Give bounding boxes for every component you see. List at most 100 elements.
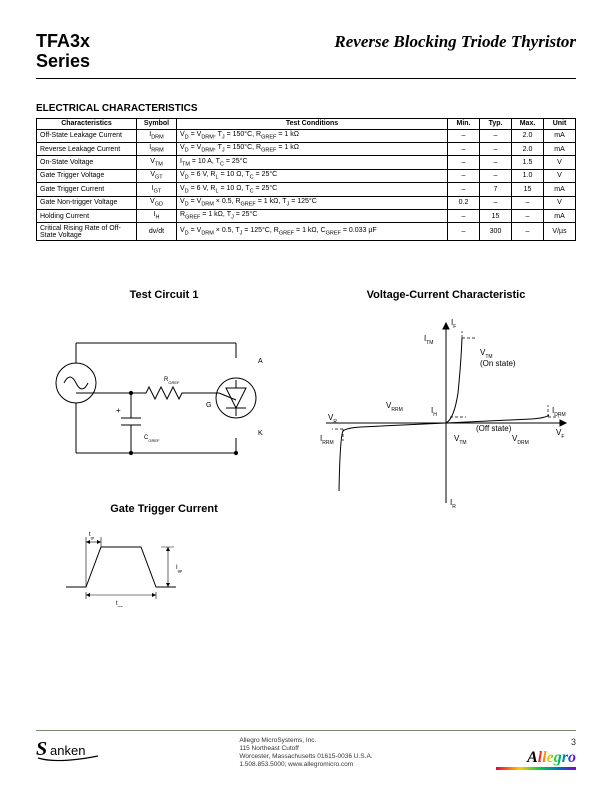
table-cell: –: [512, 223, 544, 241]
footer-phone: 1.508.853.5000; www.allegromicro.com: [239, 761, 372, 769]
elec-characteristics-table: Characteristics Symbol Test Conditions M…: [36, 118, 576, 242]
label-k: K: [258, 430, 263, 437]
label-tgr: tgr: [89, 532, 95, 540]
table-cell: VD = VDRM × 0.5, TJ = 125°C, RGREF = 1 k…: [177, 223, 448, 241]
table-row: Critical Rising Rate of Off-State Voltag…: [37, 223, 576, 241]
table-cell: Critical Rising Rate of Off-State Voltag…: [37, 223, 137, 241]
table-row: Gate Trigger VoltageVGTVD = 6 V, RL = 10…: [37, 169, 576, 182]
table-cell: Gate Trigger Current: [37, 183, 137, 196]
label-tgw: tgw: [116, 601, 123, 607]
table-cell: V: [544, 156, 576, 169]
label-if: IF: [451, 318, 456, 330]
svg-text:anken: anken: [50, 743, 85, 758]
page-footer: S anken Allegro MicroSystems, Inc. 115 N…: [36, 730, 576, 770]
vi-characteristic-block: Voltage-Current Characteristic: [316, 289, 576, 609]
table-cell: IDRM: [137, 129, 177, 142]
table-cell: –: [448, 223, 480, 241]
table-cell: Off-State Leakage Current: [37, 129, 137, 142]
table-cell: RGREF = 1 kΩ, TJ = 25°C: [177, 209, 448, 222]
test-circuit-diagram: RGREF CGREF A G K +: [36, 313, 286, 483]
table-cell: V: [544, 196, 576, 209]
table-cell: –: [448, 129, 480, 142]
test-circuit-title: Test Circuit 1: [36, 289, 292, 301]
page-number: 3: [496, 737, 576, 747]
table-cell: VD = VDRM, TJ = 150°C, RGREF = 1 kΩ: [177, 142, 448, 155]
table-cell: VD = VDRM, TJ = 150°C, RGREF = 1 kΩ: [177, 129, 448, 142]
table-cell: Holding Current: [37, 209, 137, 222]
label-g: G: [206, 402, 211, 409]
table-cell: VD = 6 V, RL = 10 Ω, TC = 25°C: [177, 183, 448, 196]
table-cell: –: [448, 209, 480, 222]
series-line1: TFA3x: [36, 32, 90, 52]
table-cell: IRRM: [137, 142, 177, 155]
table-cell: –: [512, 209, 544, 222]
table-cell: 0.2: [448, 196, 480, 209]
label-irrm: IRRM: [320, 434, 334, 446]
table-cell: –: [448, 142, 480, 155]
doc-title: Reverse Blocking Triode Thyristor: [334, 32, 576, 52]
label-vtm: VTM: [454, 434, 467, 446]
page-header: TFA3x Series Reverse Blocking Triode Thy…: [36, 32, 576, 79]
table-cell: 2.0: [512, 129, 544, 142]
label-vdrm: VDRM: [512, 434, 529, 446]
table-cell: 300: [480, 223, 512, 241]
footer-addr1: 115 Northeast Cutoff: [239, 745, 372, 753]
table-cell: –: [480, 196, 512, 209]
col-cond: Test Conditions: [177, 118, 448, 129]
footer-address: Allegro MicroSystems, Inc. 115 Northeast…: [239, 737, 372, 770]
table-cell: VTM: [137, 156, 177, 169]
table-cell: VD = 6 V, RL = 10 Ω, TC = 25°C: [177, 169, 448, 182]
table-cell: ITM = 10 A, TC = 25°C: [177, 156, 448, 169]
table-row: Off-State Leakage CurrentIDRMVD = VDRM, …: [37, 129, 576, 142]
label-idrm: IDRM: [552, 406, 566, 418]
svg-text:S: S: [36, 738, 47, 760]
table-cell: –: [448, 183, 480, 196]
col-unit: Unit: [544, 118, 576, 129]
table-cell: V: [544, 169, 576, 182]
label-off-state: (Off state): [476, 424, 512, 433]
table-cell: V/µs: [544, 223, 576, 241]
label-itm: ITM: [424, 334, 433, 346]
gate-trigger-title: Gate Trigger Current: [36, 503, 292, 515]
table-cell: Gate Non-trigger Voltage: [37, 196, 137, 209]
table-cell: mA: [544, 129, 576, 142]
table-cell: –: [480, 169, 512, 182]
series-name: TFA3x Series: [36, 32, 90, 72]
table-cell: mA: [544, 183, 576, 196]
footer-company: Allegro MicroSystems, Inc.: [239, 737, 372, 745]
table-cell: dv/dt: [137, 223, 177, 241]
elec-heading: ELECTRICAL CHARACTERISTICS: [36, 103, 576, 114]
table-cell: 7: [480, 183, 512, 196]
label-cgref: CGREF: [144, 435, 160, 443]
col-min: Min.: [448, 118, 480, 129]
table-cell: Gate Trigger Voltage: [37, 169, 137, 182]
table-cell: –: [480, 142, 512, 155]
table-cell: mA: [544, 209, 576, 222]
table-cell: IH: [137, 209, 177, 222]
gate-trigger-diagram: tgr Igp tgw: [56, 527, 196, 607]
col-char: Characteristics: [37, 118, 137, 129]
table-cell: 15: [480, 209, 512, 222]
table-cell: Reverse Leakage Current: [37, 142, 137, 155]
table-cell: 15: [512, 183, 544, 196]
col-typ: Typ.: [480, 118, 512, 129]
table-row: On-State VoltageVTMITM = 10 A, TC = 25°C…: [37, 156, 576, 169]
table-row: Gate Non-trigger VoltageVGDVD = VDRM × 0…: [37, 196, 576, 209]
col-sym: Symbol: [137, 118, 177, 129]
table-cell: VD = VDRM × 0.5, RGREF = 1 kΩ, TJ = 125°…: [177, 196, 448, 209]
label-vrrm: VRRM: [386, 401, 403, 413]
series-line2: Series: [36, 52, 90, 72]
table-cell: –: [512, 196, 544, 209]
label-igp: Igp: [176, 565, 183, 573]
label-vf: VF: [556, 428, 564, 440]
table-cell: 2.0: [512, 142, 544, 155]
label-on-state: (On state): [480, 359, 516, 368]
footer-right: 3 Allegro: [496, 737, 576, 770]
table-cell: –: [480, 156, 512, 169]
sanken-logo: S anken: [36, 737, 116, 765]
table-row: Reverse Leakage CurrentIRRMVD = VDRM, TJ…: [37, 142, 576, 155]
table-cell: VGT: [137, 169, 177, 182]
plus-icon: +: [116, 406, 121, 415]
vi-characteristic-title: Voltage-Current Characteristic: [316, 289, 576, 301]
vi-characteristic-diagram: IF ITM VTM (On state) VRRM VR IRRM IH VT…: [316, 313, 576, 533]
